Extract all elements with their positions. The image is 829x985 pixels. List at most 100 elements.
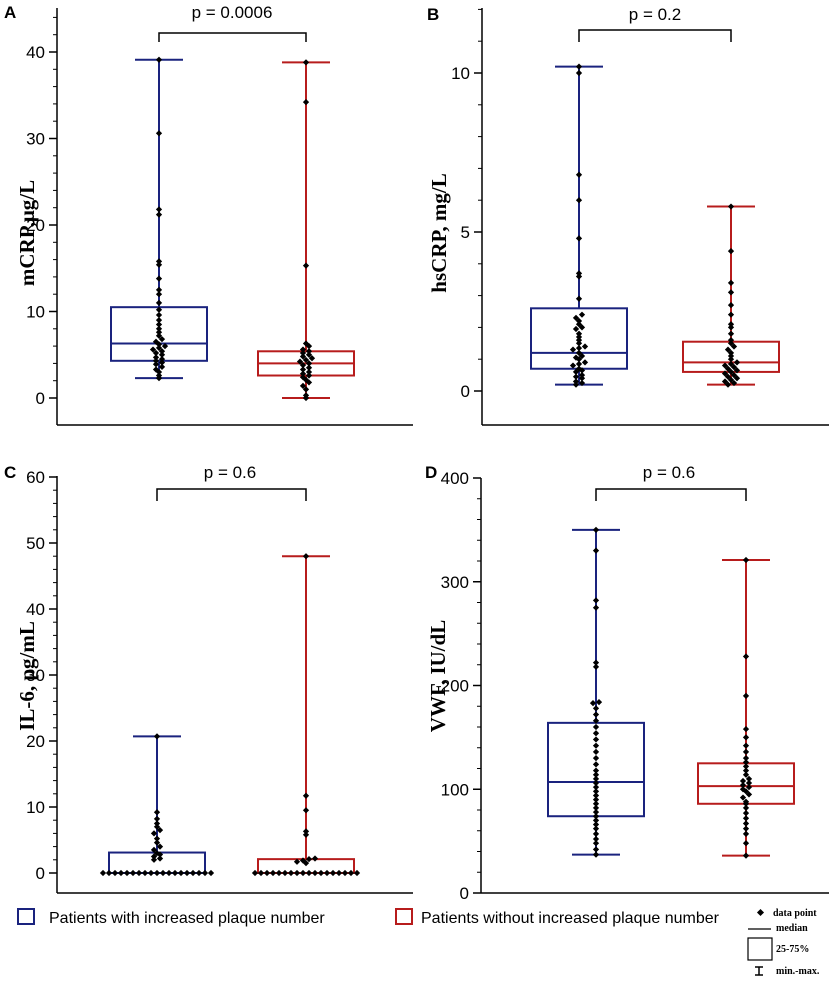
- panel-c-group1-data-point: [153, 733, 161, 740]
- panel-a-tick-label: 0: [36, 389, 45, 408]
- panel-b-group1-data-point: [575, 235, 583, 242]
- panel-c-group2-data-point: [287, 869, 295, 877]
- panel-c-group1-data-point: [153, 809, 161, 816]
- panel-d-group1-data-point: [595, 698, 603, 706]
- panel-c-group2-data-point: [347, 869, 355, 877]
- panel-b-group2-data-point: [727, 247, 735, 255]
- panel-c-group1-data-point: [156, 855, 164, 862]
- panel-d-group2-data-point: [745, 779, 753, 787]
- panel-d-tick-label: 100: [441, 780, 469, 799]
- panel-a-group2-data-point: [305, 372, 313, 379]
- panel-a-group2-data-point: [302, 392, 310, 399]
- panel-a-tick-label: 20: [26, 216, 45, 235]
- panel-b-group1-data-point: [572, 354, 580, 361]
- panel-d-group1-data-point: [592, 736, 600, 743]
- panel-c-tick-label: 40: [26, 600, 45, 619]
- panel-d-group1-data-point: [592, 659, 600, 666]
- panel-d-group2-data-point: [742, 742, 750, 749]
- panel-c-p-value: p = 0.6: [204, 463, 256, 482]
- panel-d-group2-data-point: [745, 784, 753, 791]
- panel-d-group1-data-point: [592, 771, 600, 778]
- panel-c-group2-data-point: [275, 869, 283, 877]
- panel-c-tick-label: 10: [26, 798, 45, 817]
- panel-d-group1-data-point: [592, 830, 600, 837]
- panel-d-significance-bracket: [595, 488, 747, 501]
- panel-d-group2-data-point: [745, 775, 753, 782]
- panel-b-group1-data-point: [572, 378, 580, 385]
- panel-a-group2-data-point: [305, 348, 313, 355]
- panel-d-group1-data-point: [592, 784, 600, 791]
- panel-c-letter: C: [4, 463, 16, 482]
- panel-c-tick-label: 0: [36, 864, 45, 883]
- panel-d-group2-data-point: [742, 825, 750, 832]
- panel-b-group1-data-point: [575, 340, 583, 347]
- panel-b-group2-data-point: [727, 352, 735, 360]
- panel-c-group2-data-point: [269, 869, 277, 877]
- panel-a-group1-data-point: [155, 56, 163, 63]
- panel-a-group2-data-point: [308, 355, 316, 362]
- panel-a-group2-data-point: [302, 340, 310, 347]
- panel-a-group2-data-point: [299, 349, 307, 357]
- panel-b-group1-data-point: [572, 314, 580, 321]
- panel-a-group1-data-point: [155, 130, 163, 137]
- panel-d-group1-data-point: [592, 717, 600, 724]
- panel-b-group1-data-point: [578, 311, 586, 318]
- panel-d-group1-data-point: [589, 700, 597, 707]
- panel-c-group2-data-point: [335, 869, 343, 877]
- panel-d-group1-data-point: [592, 705, 600, 712]
- panel-d-group2-data-point: [742, 692, 750, 699]
- panel-b-group2-data-point: [727, 324, 735, 331]
- panel-c-group2-data-point: [305, 856, 313, 863]
- panel-d-group2-data-point: [742, 653, 750, 660]
- panel-c-group2-data-point: [299, 869, 307, 877]
- panel-d-group1-data-point: [592, 742, 600, 749]
- panel-b-group1-data-point: [575, 69, 583, 77]
- key-iqr-box: [747, 937, 773, 961]
- panel-b-tick-label: 5: [461, 223, 470, 242]
- panel-a-significance-bracket: [158, 32, 307, 42]
- panel-c-group2-data-point: [305, 869, 313, 877]
- plot-key: data point median 25-75% min.-max.: [747, 908, 820, 977]
- panel-b-significance-bracket: [578, 29, 732, 42]
- panel-b-group2-data-point: [727, 330, 735, 337]
- panel-b-y-axis-title: hsCRP, mg/L: [427, 173, 451, 292]
- panel-c-plot-area: 0 10 20 30 40 50 60: [26, 468, 413, 894]
- panel-d-group2-data-point: [742, 771, 750, 778]
- key-range-label: min.-max.: [776, 966, 820, 977]
- panel-a-tick-label: 10: [26, 303, 45, 322]
- legend-swatch-group2: [395, 908, 413, 925]
- panel-c-group1-data-point: [207, 869, 215, 877]
- panel-d-group1-data-point: [592, 796, 600, 803]
- panel-d-group1-data-point: [592, 723, 600, 731]
- panel-b-group1-data-point: [575, 273, 583, 280]
- panel-d-group1-data-point: [592, 800, 600, 807]
- panel-d-group1-data-point: [592, 792, 600, 799]
- panel-d-group1-data-point: [592, 748, 600, 756]
- panel-a-tick-label: 40: [26, 43, 45, 62]
- panel-d-group1-data-point: [592, 846, 600, 853]
- panel-d-group2-data-point: [742, 755, 750, 762]
- panel-b-group2-data-point: [727, 311, 735, 318]
- panel-b-group2-data-point: [727, 337, 735, 344]
- panel-d-group2-data-point: [742, 852, 750, 859]
- panel-b-p-value: p = 0.2: [629, 5, 681, 24]
- panel-d-group2-data-point: [742, 830, 750, 837]
- panel-a-group2-data-point: [299, 382, 307, 390]
- panel-d-group1-data-point: [592, 779, 600, 787]
- panel-d-group2-data-point: [742, 734, 750, 741]
- panel-c-group2-data-point: [302, 792, 310, 799]
- panel-b-group1-data-point: [575, 197, 583, 204]
- panel-d-group2-data-point: [742, 767, 750, 774]
- legend-label-group1: Patients with increased plaque number: [49, 910, 325, 927]
- panel-d-group1-data-point: [592, 767, 600, 774]
- panel-d-group2-data-point: [739, 781, 747, 789]
- panel-c: C IL-6, pg/mL p = 0.6 0 10 20 30 40 50 60: [4, 463, 413, 894]
- panel-c-y-axis-title: IL-6, pg/mL: [15, 621, 39, 731]
- panel-d-group2-data-point: [742, 815, 750, 822]
- panel-a-p-value: p = 0.0006: [192, 3, 273, 22]
- panel-c-group2-data-point: [257, 869, 265, 877]
- panel-c-group2-data-point: [293, 858, 301, 865]
- panel-d-group2-data-point: [742, 798, 750, 805]
- panel-a-group2-data-point: [305, 368, 313, 376]
